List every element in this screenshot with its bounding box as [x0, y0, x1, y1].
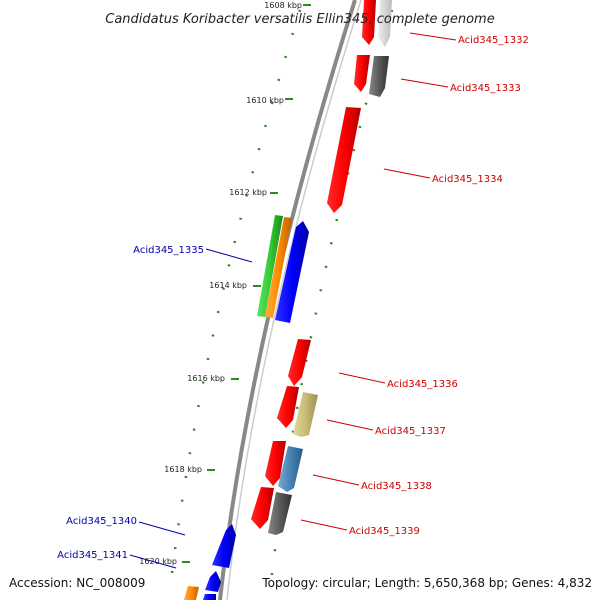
gene-label-1338[interactable]: Acid345_1338: [361, 481, 432, 492]
tick-label-1620: 1620 kbp: [139, 557, 177, 566]
gene-feature-1338-red: [265, 441, 286, 486]
gene-feature-1334-red: [327, 107, 361, 213]
gene-label-1337[interactable]: Acid345_1337: [375, 426, 446, 437]
tick-label-1608: 1608 kbp: [264, 1, 302, 10]
gene-feature-1333-red: [354, 55, 370, 92]
accession-text: Accession: NC_008009: [9, 576, 145, 590]
gene-feature-1340-blue: [212, 524, 236, 568]
leader-line-1335: [205, 248, 253, 263]
gene-label-1332[interactable]: Acid345_1332: [458, 35, 529, 46]
tick-label-1614: 1614 kbp: [209, 281, 247, 290]
gene-feature-orange-bottom: [184, 586, 199, 600]
gene-label-1333[interactable]: Acid345_1333: [450, 83, 521, 94]
leader-line-1340: [138, 521, 186, 536]
leader-line-1332: [409, 32, 457, 41]
gene-label-1335[interactable]: Acid345_1335: [133, 245, 204, 256]
gene-label-1334[interactable]: Acid345_1334: [432, 174, 503, 185]
gene-feature-1336-red: [288, 339, 311, 386]
gene-feature-1339-grey: [268, 492, 292, 535]
gene-feature-blue-bottom: [203, 594, 216, 600]
topology-text: Topology: circular; Length: 5,650,368 bp…: [261, 576, 592, 590]
leader-line-1338: [312, 474, 360, 486]
gene-feature-1337-red: [277, 386, 299, 428]
genome-backbone-inner: [226, 0, 362, 600]
leader-line-1339: [300, 519, 348, 531]
leader-line-1337: [326, 419, 374, 431]
gene-feature-1339-red: [251, 487, 274, 529]
gene-label-1336[interactable]: Acid345_1336: [387, 379, 458, 390]
tick-label-1616: 1616 kbp: [187, 374, 225, 383]
gene-feature-1333-grey: [369, 56, 389, 97]
gene-feature-1338-steelblue: [278, 446, 303, 492]
tick-label-1618: 1618 kbp: [164, 465, 202, 474]
gene-feature-1335-blue: [275, 221, 309, 323]
gene-label-1341[interactable]: Acid345_1341: [57, 550, 128, 561]
gene-feature-1341-blue: [205, 571, 221, 592]
leader-line-1334: [383, 168, 431, 179]
gene-feature-1332-red: [362, 0, 376, 45]
gene-feature-1335-green: [257, 215, 283, 317]
gene-feature-1337-khaki: [293, 392, 318, 437]
map-title: Candidatus Koribacter versatilis Ellin34…: [105, 12, 494, 27]
leader-line-1336: [338, 372, 386, 384]
tick-label-1612: 1612 kbp: [229, 188, 267, 197]
gene-label-1340[interactable]: Acid345_1340: [66, 516, 137, 527]
gene-feature-1335-orange: [265, 217, 292, 318]
gene-label-1339[interactable]: Acid345_1339: [349, 526, 420, 537]
leader-line-1333: [400, 78, 449, 88]
gene-feature-1332-pale: [378, 0, 392, 47]
leader-line-1341: [129, 554, 177, 569]
tick-label-1610: 1610 kbp: [246, 96, 284, 105]
